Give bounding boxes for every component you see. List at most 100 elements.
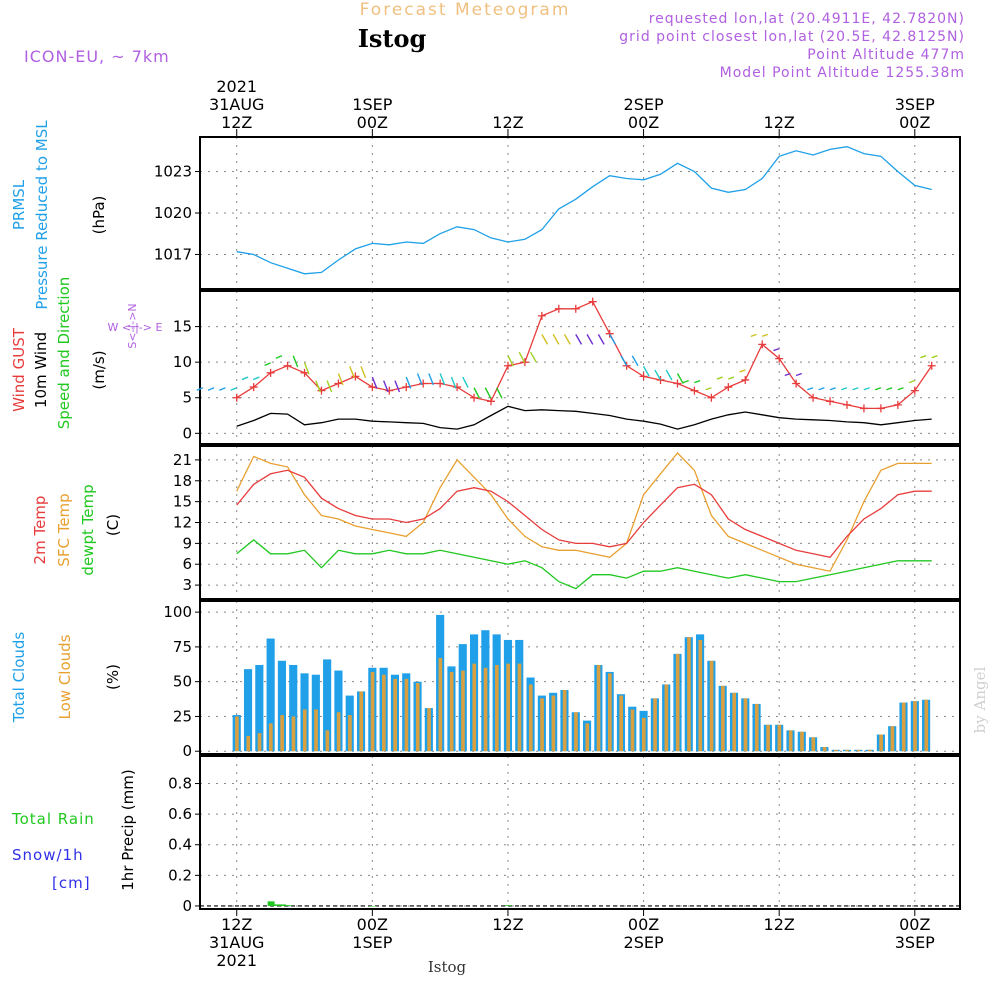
ytick-label-temperature: 9 [182,534,192,552]
low-cloud-bar [890,726,895,752]
wind-arrow [196,387,204,391]
wind-arrow [575,334,583,345]
low-cloud-bar [664,684,669,752]
super-title: Forecast Meteogram [360,0,571,20]
low-cloud-bar [867,749,872,752]
rain-bar [284,905,292,906]
wind-arrow [586,334,594,345]
wind-arrow [382,380,389,393]
low-cloud-bar [913,701,917,752]
ytick-label-precip: 0.8 [168,775,192,793]
gust-marker [470,393,479,402]
low-cloud-bar [269,723,273,752]
low-cloud-bar [404,678,409,752]
low-cloud-bar [845,749,850,752]
ytick-label-precip: 0.4 [168,836,192,854]
wind-label-b: 10m Wind [32,332,50,408]
panel-frame-wind [199,290,961,445]
temp-label-c: dewpt Temp [79,484,97,575]
gust-marker [317,386,326,395]
wind-label-a: Wind GUST [10,327,28,412]
gust-marker [809,393,818,402]
ytick-label-clouds: 0 [182,742,192,760]
low-cloud-bar [675,653,680,752]
top-tick-date: 3SEP [895,95,935,114]
bottom-tick-hour: 00Z [628,915,659,934]
total-cloud-bar [243,669,253,752]
precip-unit: 1hr Precip (mm) [119,769,137,890]
wind-arrow [360,366,367,379]
low-cloud-bar [901,702,906,752]
low-cloud-bar [314,709,318,752]
wind-arrow [631,355,639,367]
bottom-tick-date: 31AUG [209,933,264,952]
wind-arrow [207,387,215,391]
rain-bar [267,901,275,906]
low-cloud-bar [427,708,431,752]
gust-marker [690,386,699,395]
wind-labels: Wind GUST 10m Wind Speed and Direction (… [10,277,162,430]
gust-marker [673,379,682,388]
ytick-label-temperature: 15 [173,493,192,511]
low-cloud-bar [698,639,703,752]
wind-arrow [739,369,746,373]
ytick-label-precip: 0.2 [168,866,192,884]
gust-marker [724,383,733,392]
low-cloud-bar [743,698,748,752]
wind-arrow [303,362,310,375]
wind-arrow [807,387,814,391]
temp-labels: 2m Temp SFC Temp dewpt Temp (C) [31,484,122,575]
top-tick-hour: 00Z [357,113,388,132]
gust-marker [249,383,258,392]
top-tick-date: 2SEP [624,95,664,114]
total-cloud-bar [266,638,275,752]
low-cloud-bar [280,715,284,752]
wind-arrow [897,387,904,391]
top-tick-hour: 12Z [221,113,252,132]
total-cloud-bar [289,664,298,752]
ytick-label-wind: 5 [182,389,192,407]
ytick-label-temperature: 3 [182,576,192,594]
cloud-label-a: Total Clouds [10,632,28,724]
wind-label-c: Speed and Direction [55,277,73,430]
precip-label-b: Snow/1h [12,846,84,864]
wind-arrow [705,387,712,391]
ytick-label-wind: 10 [173,353,192,371]
top-tick-hour: 00Z [899,113,930,132]
rain-bar [504,905,512,906]
low-cloud-bar [438,658,443,752]
low-cloud-bar [834,749,838,752]
wind-arrow [818,387,825,391]
ytick-label-pressure: 1017 [154,245,192,263]
wind-arrow [552,334,560,345]
low-cloud-bar [291,716,296,752]
bottom-tick-hour: 12Z [492,915,523,934]
low-cloud-bar [495,664,499,752]
ytick-label-precip: 0 [182,897,192,915]
gust-marker [893,400,902,409]
gust-marker [588,297,597,306]
wind-arrow [874,387,882,391]
gust-marker [842,400,851,409]
low-cloud-bar [540,698,544,752]
wind-arrow [253,376,260,381]
low-cloud-bar [302,709,307,752]
rain-bar [273,904,281,906]
wind-arrow [784,372,791,377]
temp-2m-line [236,469,932,559]
wind-arrow [863,387,870,391]
gust-marker [385,386,394,395]
model-altitude: Model Point Altitude 1255.38m [720,65,965,81]
bottom-tick-hour: 12Z [764,915,795,934]
wind-arrow [609,334,617,345]
low-cloud-bar [788,730,793,752]
wind-arrow [908,379,916,384]
pressure-label-a: PRMSL [10,179,28,230]
gust-marker [792,379,801,388]
gust-marker [910,386,919,395]
grid-point-coords: grid point closest lon,lat (20.5E, 42.81… [619,29,965,45]
panel-frame-clouds [199,600,961,755]
ytick-label-temperature: 6 [182,555,192,573]
gust-marker [537,311,546,320]
gust-marker [368,383,377,392]
